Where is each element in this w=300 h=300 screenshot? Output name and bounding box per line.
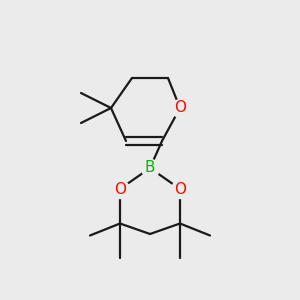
Text: O: O [114, 182, 126, 196]
Text: B: B [145, 160, 155, 175]
Text: O: O [174, 182, 186, 196]
Text: O: O [174, 100, 186, 116]
